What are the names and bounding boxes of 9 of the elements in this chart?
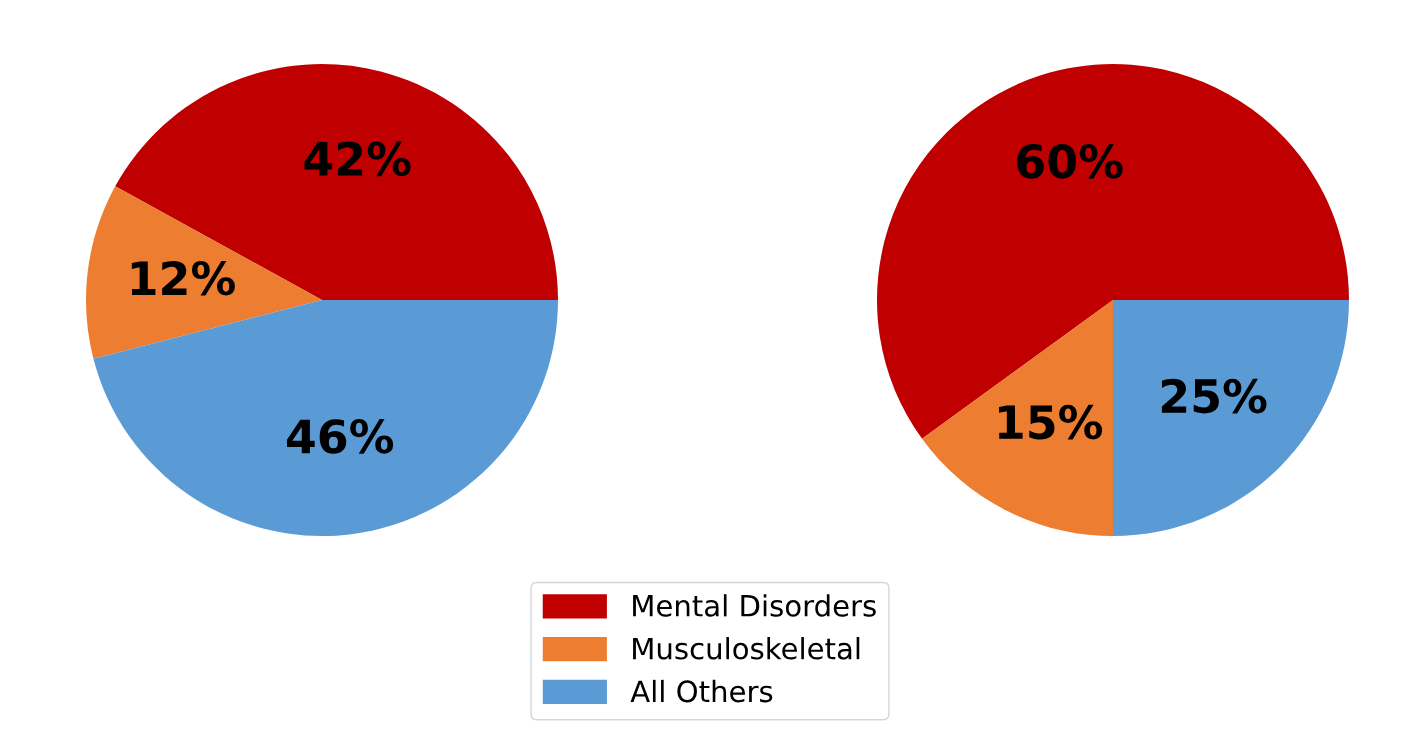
- data-label: 42%: [304, 141, 411, 177]
- data-label: 46%: [286, 419, 394, 454]
- data-label: 12%: [131, 260, 235, 296]
- data-label: 15%: [999, 404, 1103, 440]
- legend-label: Musculoskeletal: [633, 637, 860, 660]
- data-label: 60%: [1017, 143, 1123, 179]
- legend-label: All Others: [630, 679, 773, 703]
- data-label: 25%: [1161, 378, 1267, 414]
- legend-label: Mental Disorders: [633, 594, 876, 617]
